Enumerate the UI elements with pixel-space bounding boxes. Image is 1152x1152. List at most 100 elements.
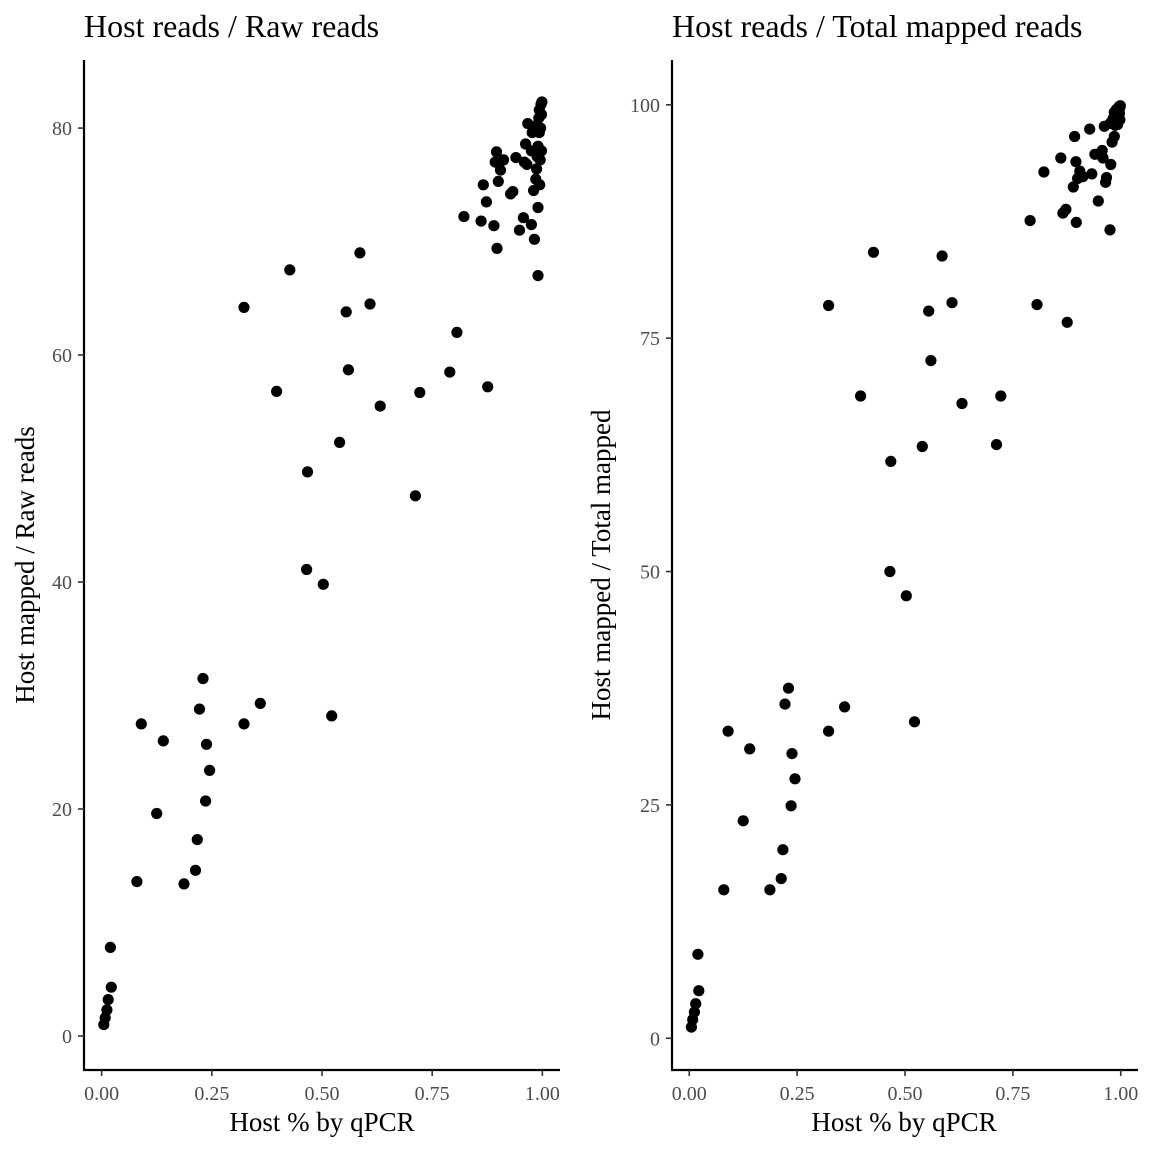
data-point [1104, 224, 1116, 236]
chart-title: Host reads / Raw reads [84, 8, 379, 44]
data-point [521, 158, 533, 170]
data-point [238, 301, 250, 313]
data-point [151, 807, 163, 820]
data-point [535, 145, 548, 157]
data-point [789, 773, 801, 785]
data-point [531, 163, 543, 175]
y-tick-label: 100 [630, 95, 660, 117]
data-point [900, 590, 912, 602]
data-point [200, 795, 212, 807]
data-point [340, 306, 352, 318]
data-point [271, 385, 283, 397]
data-point [197, 672, 209, 685]
data-point [498, 154, 510, 166]
data-point [254, 697, 266, 710]
x-axis-ticks: 0.00 0.25 0.50 0.75 1.00 [84, 1070, 560, 1105]
data-point [1105, 158, 1117, 171]
data-point [301, 563, 313, 576]
data-point [990, 439, 1003, 451]
y-tick-label: 20 [52, 799, 72, 821]
data-point [334, 436, 346, 448]
data-point [782, 682, 795, 694]
data-point [1077, 171, 1089, 183]
data-point [342, 364, 354, 376]
data-point [189, 864, 202, 876]
data-point [489, 156, 501, 168]
data-point [492, 175, 504, 187]
x-tick-label: 0.50 [888, 1083, 923, 1105]
x-tick-label: 0.50 [305, 1083, 340, 1105]
data-point [823, 299, 835, 312]
y-tick-label: 40 [52, 572, 72, 594]
data-point [204, 764, 216, 777]
data-point [301, 466, 314, 478]
data-point [488, 220, 500, 232]
data-point [1086, 168, 1098, 180]
data-point [451, 326, 463, 338]
point-layer [98, 96, 548, 1031]
data-point [823, 725, 835, 737]
data-point [102, 994, 114, 1006]
data-point [1070, 156, 1082, 168]
data-point [779, 698, 791, 710]
data-point [1061, 316, 1073, 328]
data-point [908, 716, 921, 728]
data-point [1070, 216, 1082, 228]
data-point [528, 233, 541, 245]
y-tick-label: 75 [640, 328, 660, 350]
data-point [284, 264, 296, 276]
x-tick-label: 0.75 [995, 1083, 1030, 1105]
data-point [692, 948, 704, 960]
data-point [513, 224, 526, 236]
data-point [688, 1006, 701, 1018]
data-point [744, 743, 756, 755]
y-tick-label: 50 [640, 562, 660, 584]
y-tick-label: 0 [62, 1026, 72, 1048]
data-point [1084, 123, 1096, 135]
data-point [884, 565, 896, 578]
data-point [532, 201, 544, 214]
x-tick-label: 1.00 [525, 1083, 560, 1105]
data-point [722, 725, 734, 737]
chart-panel-total-mapped: Host reads / Total mapped reads 0.00 0.25… [586, 8, 1138, 1137]
data-point [534, 154, 546, 166]
data-point [458, 211, 470, 223]
data-point [775, 873, 787, 885]
data-point [507, 186, 519, 198]
chart-title: Host reads / Total mapped reads [672, 8, 1082, 44]
data-point [916, 440, 928, 453]
data-point [693, 985, 705, 997]
data-point [354, 247, 366, 259]
data-point [777, 844, 789, 856]
data-point [1024, 215, 1036, 227]
x-tick-label: 0.25 [780, 1083, 815, 1105]
data-point [490, 146, 503, 158]
data-point [718, 884, 730, 896]
data-point [946, 297, 958, 309]
y-tick-label: 0 [650, 1028, 660, 1050]
x-tick-label: 0.00 [84, 1083, 119, 1105]
data-point [1038, 166, 1050, 178]
data-point [1055, 152, 1067, 164]
data-point [1067, 181, 1079, 193]
data-point [482, 381, 494, 393]
data-point [1092, 195, 1104, 207]
data-point [409, 490, 421, 502]
data-point [193, 703, 206, 715]
data-point [326, 710, 338, 722]
data-point [839, 701, 851, 713]
data-point [786, 748, 798, 760]
y-axis-ticks: 0 20 40 60 80 [52, 118, 84, 1048]
data-point [535, 122, 547, 134]
data-point [414, 386, 426, 399]
data-point [364, 298, 376, 310]
data-point [532, 270, 544, 282]
y-axis-label: Host mapped / Total mapped [586, 409, 616, 721]
data-point [1114, 100, 1126, 112]
x-axis-label: Host % by qPCR [811, 1107, 996, 1137]
chart-panel-raw-reads: Host reads / Raw reads 0.00 0.25 0.50 0.75 1… [10, 8, 560, 1137]
data-point [1108, 130, 1120, 143]
data-point [200, 738, 213, 750]
data-point [477, 179, 489, 191]
